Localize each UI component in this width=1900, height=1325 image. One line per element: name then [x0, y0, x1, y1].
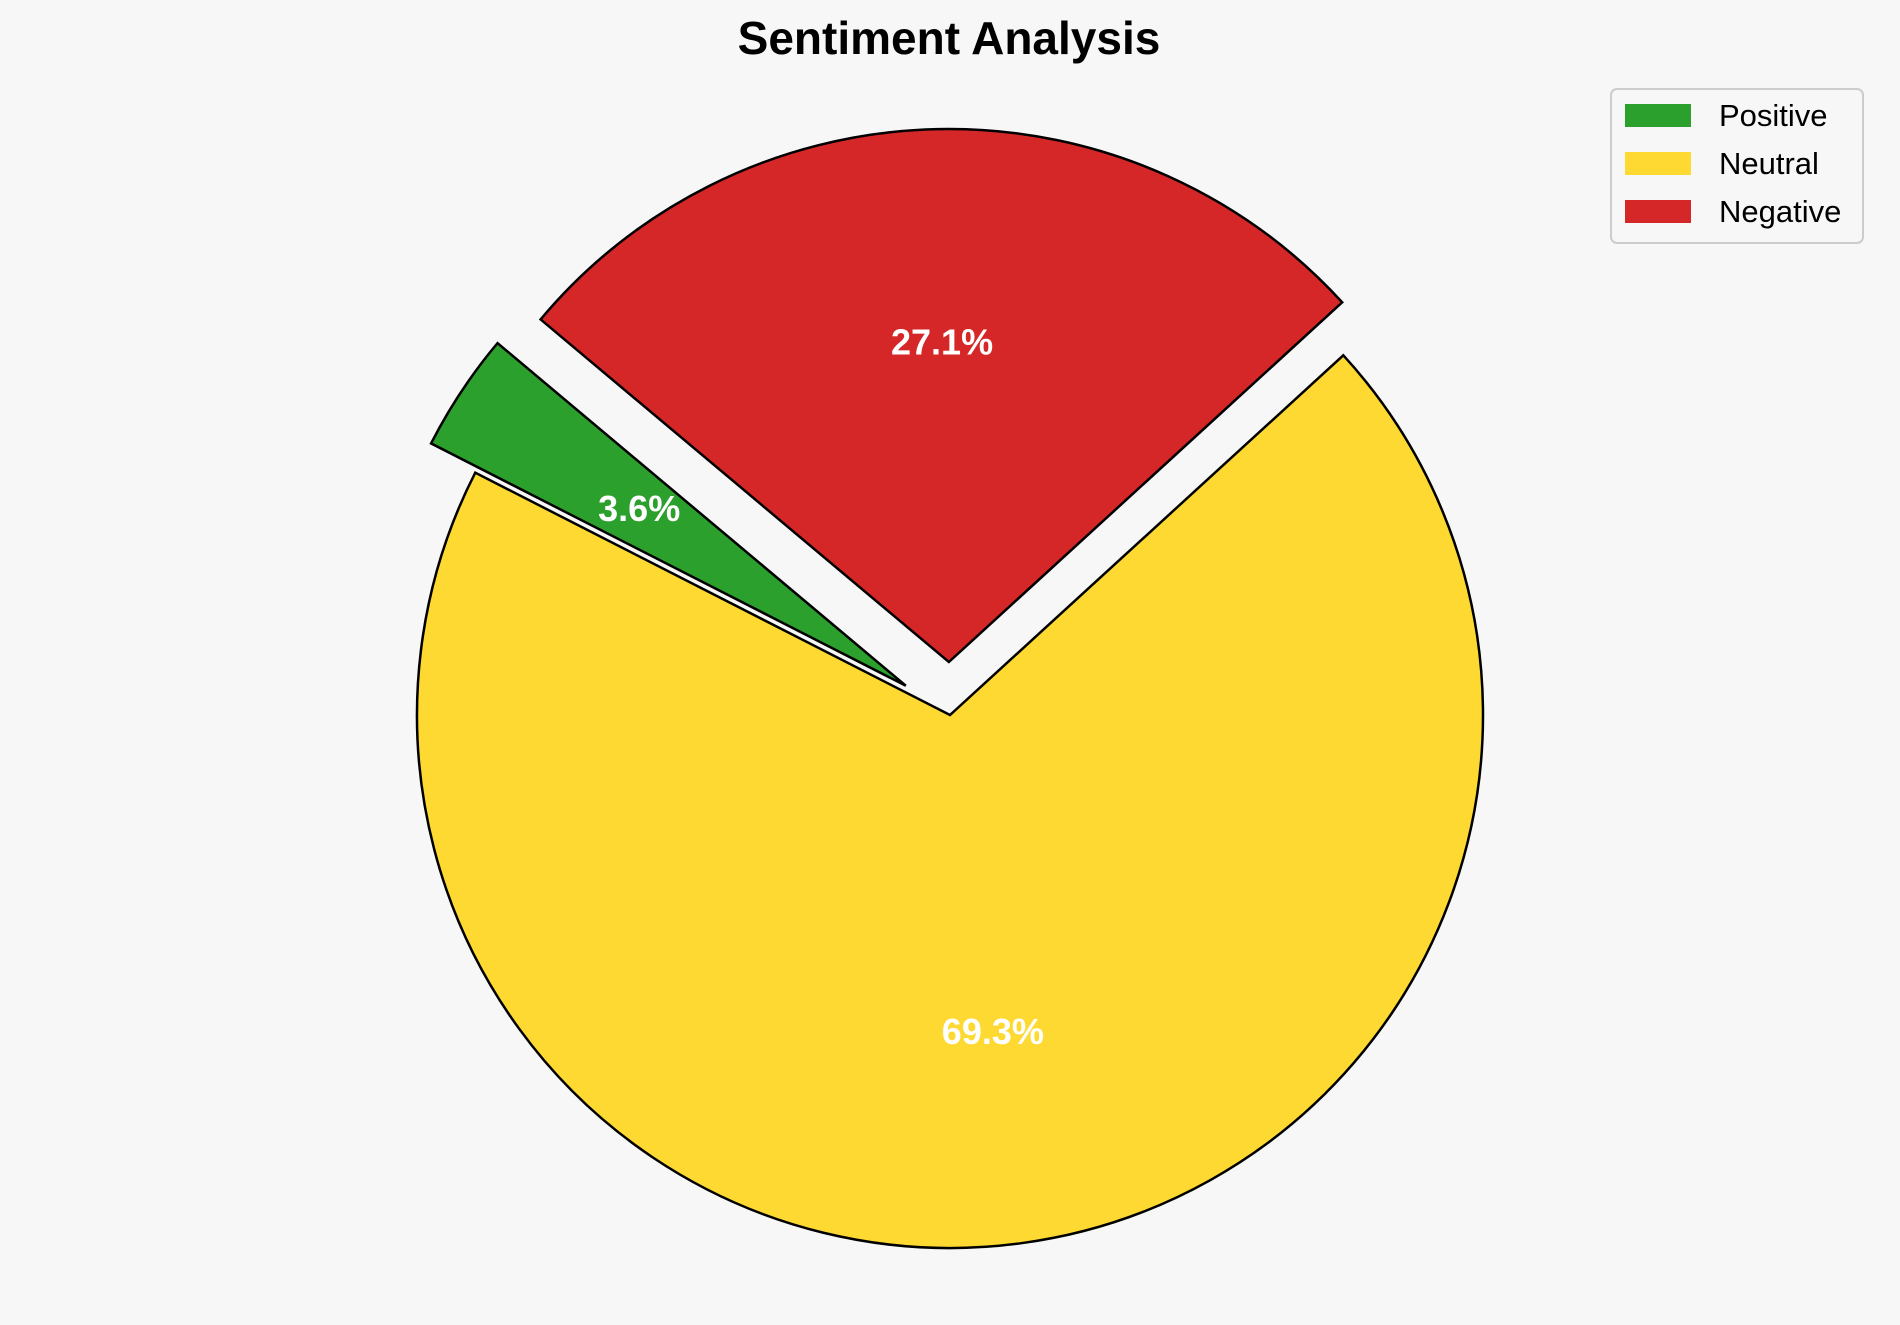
- pie-slice-neutral: [415, 353, 1485, 1250]
- legend: Positive Neutral Negative: [1610, 88, 1864, 244]
- legend-label-negative: Negative: [1719, 194, 1841, 229]
- legend-swatch-positive: [1625, 104, 1691, 127]
- legend-label-positive: Positive: [1719, 98, 1828, 133]
- legend-swatch-negative: [1625, 200, 1691, 223]
- pie-slice-negative: [538, 127, 1344, 664]
- legend-label-neutral: Neutral: [1719, 146, 1819, 181]
- pie-slice-positive: [429, 341, 907, 687]
- pie-slices: [415, 127, 1485, 1250]
- pie-labels: 3.6% 69.3% 27.1%: [598, 321, 1044, 1052]
- slice-label-neutral: 69.3%: [942, 1011, 1044, 1052]
- chart-title: Sentiment Analysis: [738, 12, 1161, 64]
- legend-swatch-neutral: [1625, 152, 1691, 175]
- slice-label-negative: 27.1%: [891, 321, 993, 362]
- slice-label-positive: 3.6%: [598, 488, 680, 529]
